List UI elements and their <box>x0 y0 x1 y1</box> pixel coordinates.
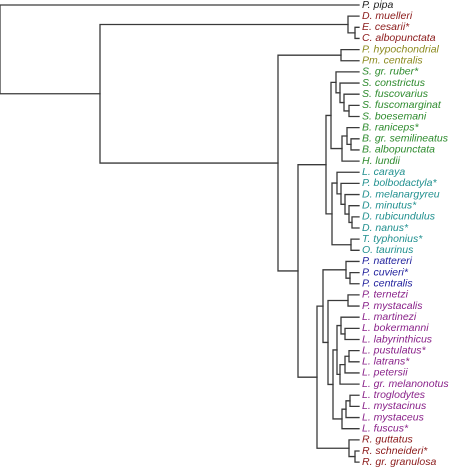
tree-branch <box>297 164 327 378</box>
tip-label: D. nanus* <box>362 222 409 234</box>
tip-label: P. bolbodactyla* <box>362 177 437 189</box>
tip-label: S. gr. ruber* <box>362 66 419 78</box>
tree-branch <box>345 400 360 419</box>
tip-label: L. petersii <box>362 367 408 379</box>
tree-branch <box>347 294 360 307</box>
tip-label: S. fuscovarius <box>362 88 429 100</box>
tree-branch <box>340 182 360 205</box>
tree-branch <box>351 216 360 229</box>
tip-label: D. rubicundulus <box>362 211 436 223</box>
tip-label: B. raniceps* <box>362 121 420 133</box>
tip-label: E. cesarii* <box>362 21 410 33</box>
tree-branch <box>348 439 360 458</box>
tree-branch <box>350 238 360 251</box>
tree-branch <box>335 71 360 94</box>
tip-label: L. latrans* <box>362 356 410 368</box>
tip-label: L. troglodytes <box>362 389 426 401</box>
tip-label: R. guttatus <box>362 434 414 446</box>
tip-label: Pm. centralis <box>362 55 423 67</box>
tree-branch <box>339 363 360 385</box>
tree-branch <box>325 114 333 215</box>
tree-branch <box>332 349 343 420</box>
tip-label: L. labyrinthicus <box>362 333 433 345</box>
tip-label: L. pustulatus* <box>362 344 427 356</box>
tree-branch <box>322 269 347 344</box>
tip-label: D. minutus* <box>362 199 417 211</box>
tree-branch <box>349 271 360 285</box>
tip-label: L. bokermanni <box>362 322 429 334</box>
tip-label: P. mystacalis <box>362 300 423 312</box>
tree-branch <box>336 171 360 195</box>
tip-label: L. fuscus* <box>362 422 409 434</box>
tree-branch <box>340 316 360 335</box>
tip-label: B. gr. semilineatus <box>362 133 449 145</box>
tree-branch <box>316 305 350 449</box>
tree-branch <box>348 350 360 363</box>
tip-label: P. ternetzi <box>362 289 409 301</box>
tip-label: P. cuvieri* <box>362 266 409 278</box>
tip-label: R. schneideri* <box>362 445 428 457</box>
tree-branch <box>339 82 360 104</box>
tip-label: L. caraya <box>362 166 405 178</box>
tip-label: D. melanargyreu <box>362 188 440 200</box>
tree-branch <box>348 104 360 118</box>
tree-branch <box>344 355 360 374</box>
tip-label: P. pipa <box>362 0 393 11</box>
tip-label: H. lundii <box>362 155 401 167</box>
tree-branch <box>348 205 360 224</box>
tree-branch <box>340 48 360 62</box>
tree-branch <box>277 54 342 272</box>
tip-label: S. fuscomarginat <box>362 99 442 111</box>
tip-label: O. taurinus <box>362 244 414 256</box>
tip-label: L. gr. melanonotus <box>362 378 449 390</box>
tree-branch <box>345 260 360 279</box>
tip-label: S. constrictus <box>362 77 426 89</box>
tip-label: S. boesemani <box>362 110 427 122</box>
tree-branch <box>347 15 360 34</box>
tree-branch <box>330 81 343 150</box>
tip-label: L. mystacinus <box>362 400 427 412</box>
tip-label: T. typhonius* <box>362 233 423 245</box>
tree-branch <box>343 93 360 112</box>
tree-branch <box>99 23 349 164</box>
tree-branch <box>344 193 360 215</box>
tree-branch <box>350 138 360 151</box>
tip-label: P. nattereri <box>362 255 413 267</box>
tree-branch <box>331 182 352 246</box>
tip-label: L. mystaceus <box>362 411 425 423</box>
tip-label: P. centralis <box>362 278 413 290</box>
tree-branches <box>0 4 360 463</box>
tree-branch <box>0 4 360 95</box>
tree-branch <box>327 299 349 386</box>
tree-branch <box>344 327 360 341</box>
tree-branch <box>354 26 360 40</box>
tip-label: B. albopunctata <box>362 144 435 156</box>
tree-branch <box>346 127 360 146</box>
tree-branch <box>341 408 360 430</box>
tip-label: P. hypochondrial <box>362 43 440 55</box>
tree-branch <box>354 450 360 463</box>
tree-branch <box>349 394 360 408</box>
tip-label: C. albopunctata <box>362 32 436 44</box>
tip-label: L. martinezi <box>362 311 417 323</box>
tip-label: R. gr. granulosa <box>362 456 436 468</box>
tip-label: D. muelleri <box>362 10 413 22</box>
tree-branch <box>341 135 360 162</box>
